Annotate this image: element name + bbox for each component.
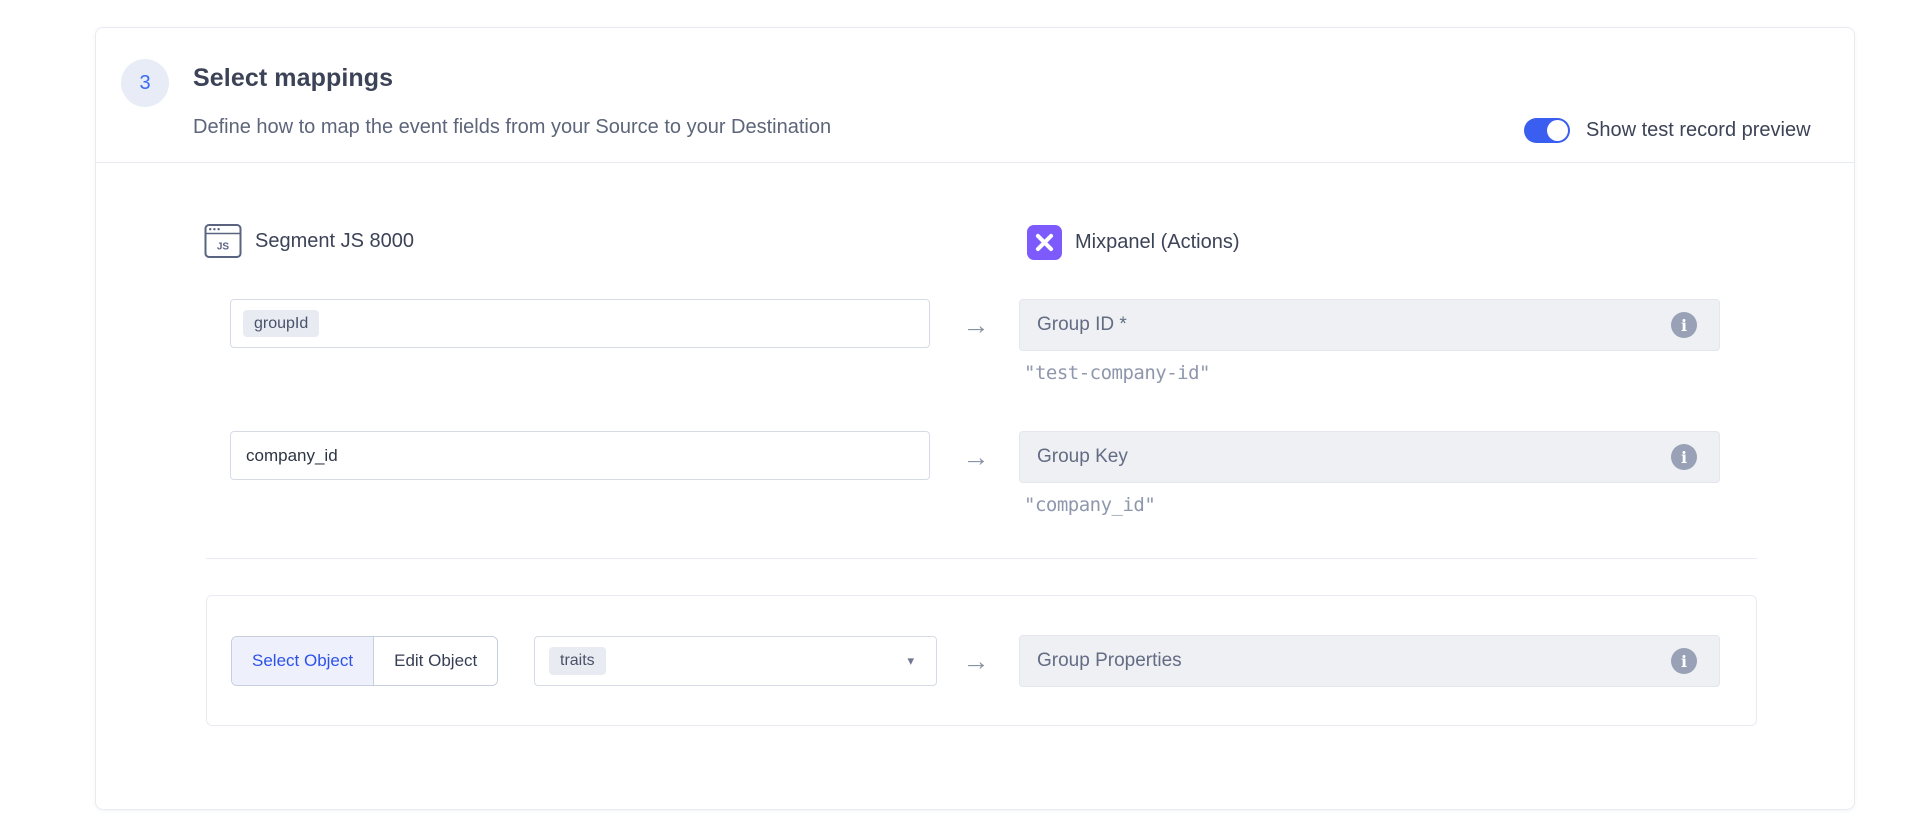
info-icon[interactable]: i bbox=[1671, 648, 1697, 674]
page-title: Select mappings bbox=[193, 64, 394, 92]
show-test-record-toggle[interactable] bbox=[1524, 118, 1570, 143]
mapping-arrow-icon: → bbox=[962, 645, 990, 676]
destination-field-group-key: Group Key i bbox=[1019, 431, 1720, 483]
traits-token[interactable]: traits bbox=[549, 647, 606, 675]
section-divider bbox=[206, 558, 1757, 559]
chevron-down-icon: ▾ bbox=[907, 653, 914, 668]
destination-field-label: Group Key bbox=[1037, 446, 1128, 467]
toggle-knob-icon bbox=[1546, 120, 1568, 141]
toggle-label: Show test record preview bbox=[1586, 119, 1811, 141]
source-column-header: JS Segment JS 8000 bbox=[204, 223, 414, 259]
select-object-button[interactable]: Select Object bbox=[232, 637, 375, 685]
source-field-input-row1[interactable]: groupId bbox=[230, 299, 930, 348]
test-preview-value-group-key: "company_id" bbox=[1024, 494, 1156, 516]
mapping-arrow-icon: → bbox=[962, 309, 990, 340]
test-preview-value-group-id: "test-company-id" bbox=[1024, 362, 1210, 384]
destination-field-label: Group Properties bbox=[1037, 650, 1182, 671]
source-field-input-row2[interactable]: company_id bbox=[230, 431, 930, 480]
destination-column-header: Mixpanel (Actions) bbox=[1027, 225, 1240, 260]
edit-object-button[interactable]: Edit Object bbox=[374, 637, 498, 685]
step-number-badge: 3 bbox=[121, 59, 169, 107]
source-name: Segment JS 8000 bbox=[255, 229, 414, 252]
destination-name: Mixpanel (Actions) bbox=[1075, 231, 1240, 253]
js-icon-label: JS bbox=[217, 242, 230, 253]
mixpanel-icon bbox=[1027, 225, 1062, 260]
test-record-preview-control: Show test record preview bbox=[1524, 118, 1811, 143]
source-token-groupid[interactable]: groupId bbox=[243, 309, 320, 338]
object-source-dropdown[interactable]: traits ▾ bbox=[534, 636, 937, 686]
card-header: 3 Select mappings Define how to map the … bbox=[96, 28, 1854, 163]
info-icon[interactable]: i bbox=[1671, 444, 1697, 470]
object-mode-button-group: Select Object Edit Object bbox=[231, 636, 499, 686]
destination-field-group-id: Group ID * i bbox=[1019, 299, 1720, 351]
mapping-arrow-icon: → bbox=[962, 441, 990, 472]
destination-field-label: Group ID * bbox=[1037, 314, 1127, 335]
select-mappings-card: 3 Select mappings Define how to map the … bbox=[95, 27, 1855, 810]
page-subtitle: Define how to map the event fields from … bbox=[193, 116, 832, 138]
destination-field-group-properties: Group Properties i bbox=[1019, 635, 1720, 687]
source-value-text: company_id bbox=[246, 445, 338, 465]
info-icon[interactable]: i bbox=[1671, 312, 1697, 338]
browser-js-icon: JS bbox=[204, 224, 242, 258]
